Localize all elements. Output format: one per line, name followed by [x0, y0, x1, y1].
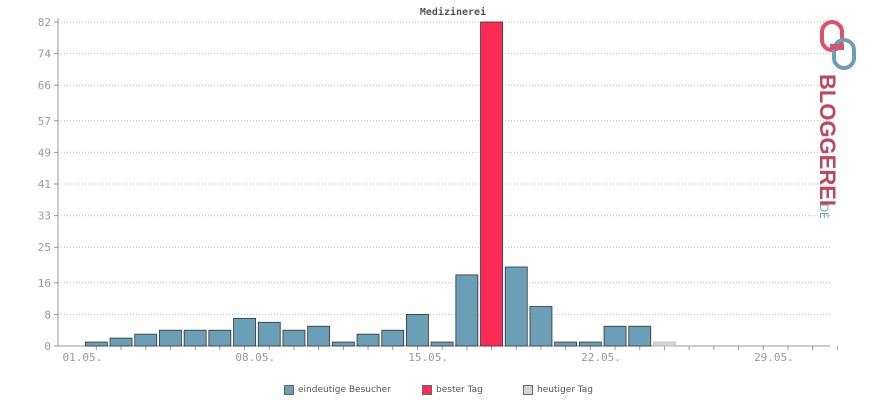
bloggerei-logo: BLOGGEREI .DE — [810, 18, 870, 220]
x-tick-label: 22.05. — [581, 351, 621, 364]
x-axis: 01.05. 08.05. 15.05. 22.05. 29.05. — [58, 345, 838, 364]
bar — [307, 325, 331, 347]
x-tick-label: 01.05. — [62, 351, 102, 364]
y-tick-label: 25 — [38, 241, 51, 254]
bar — [381, 329, 405, 347]
legend-swatch-best — [422, 385, 432, 395]
bar — [529, 306, 553, 347]
logo-text: BLOGGEREI — [815, 74, 840, 206]
y-tick-label: 66 — [38, 79, 51, 92]
bar — [208, 329, 232, 347]
legend-label-best: bester Tag — [436, 385, 483, 395]
logo-suffix: .DE — [817, 200, 831, 218]
y-tick-label: 49 — [38, 146, 51, 159]
legend-item-today: heutiger Tag — [523, 385, 593, 395]
y-axis: 0 8 16 25 33 41 49 57 66 74 82 — [38, 16, 59, 353]
bar — [578, 341, 602, 347]
legend-label-today: heutiger Tag — [537, 385, 594, 395]
bar-series — [84, 21, 676, 347]
bar-today — [653, 341, 676, 347]
y-tick-label: 0 — [44, 340, 51, 353]
bar — [134, 333, 158, 347]
legend-swatch-today — [523, 385, 533, 395]
bar — [84, 341, 108, 347]
x-tick-label: 15.05. — [408, 351, 448, 364]
bar — [159, 329, 182, 347]
chart-title: Medizinerei — [420, 6, 486, 18]
y-tick-label: 8 — [44, 308, 51, 321]
bar — [603, 325, 627, 347]
legend-label-visitors: eindeutige Besucher — [298, 385, 391, 395]
legend-item-visitors: eindeutige Besucher — [284, 385, 391, 395]
bar-best-day — [480, 21, 503, 347]
bar — [233, 317, 256, 347]
bar — [406, 313, 429, 347]
y-tick-label: 82 — [38, 16, 51, 29]
bar — [282, 329, 306, 347]
bar — [455, 274, 479, 347]
legend-swatch-visitors — [284, 385, 294, 395]
gridlines — [58, 21, 830, 315]
legend: eindeutige Besucher bester Tag heutiger … — [0, 385, 870, 399]
x-tick-label: 29.05. — [754, 351, 794, 364]
bar — [356, 333, 380, 347]
bar — [628, 325, 652, 347]
y-tick-label: 16 — [38, 277, 51, 290]
bar — [504, 266, 528, 347]
bar — [554, 341, 578, 347]
bar — [430, 341, 454, 347]
bar — [183, 329, 207, 347]
y-tick-label: 74 — [38, 48, 52, 61]
y-tick-label: 57 — [38, 115, 51, 128]
bar — [331, 341, 355, 347]
x-tick-label: 08.05. — [235, 351, 275, 364]
y-tick-label: 33 — [38, 210, 51, 223]
bar — [109, 337, 133, 347]
y-tick-label: 41 — [38, 178, 51, 191]
bar — [257, 321, 281, 347]
logo-icon: BLOGGEREI .DE — [815, 20, 856, 220]
legend-item-best: bester Tag — [422, 385, 483, 395]
